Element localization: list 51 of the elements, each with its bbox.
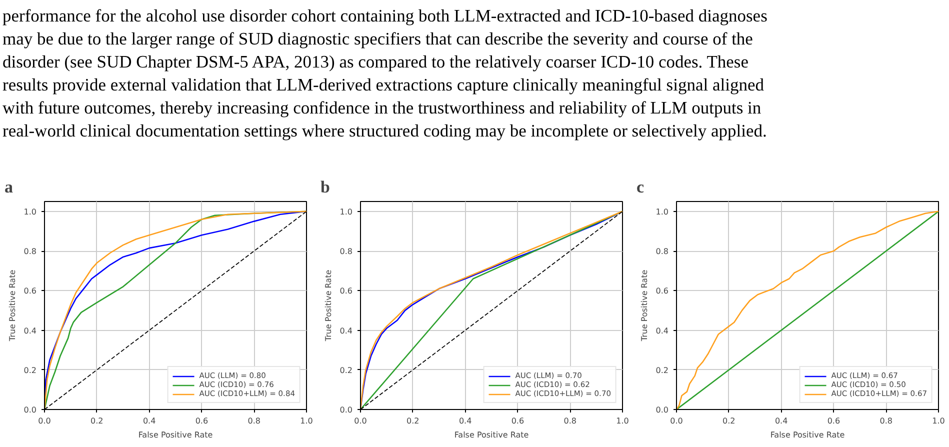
x-axis-title: False Positive Rate [138,430,213,440]
chart-title: b [320,178,330,196]
chart-title: a [4,178,14,196]
y-tick-label: 1.0 [656,207,669,216]
x-tick-label: 0.8 [248,416,260,426]
y-axis-title: True Positive Rate [640,270,649,342]
x-axis-title: False Positive Rate [454,430,529,440]
x-tick-label: 0.0 [670,416,683,426]
text: real-world clinical documentation settings where structured coding may be incomplete or selectively applied. [2,120,767,140]
x-tick-label: 0.6 [827,416,840,426]
x-tick-label: 0.8 [880,416,892,426]
y-tick-label: 0.6 [656,286,669,296]
x-axis-title: False Positive Rate [770,430,845,440]
y-tick-label: 1.0 [24,207,37,216]
y-tick-label: 0.0 [340,406,353,414]
y-tick-label: 0.4 [24,326,37,336]
y-tick-label: 0.8 [656,247,669,256]
x-tick-label: 0.6 [195,416,208,426]
x-tick-label: 0.2 [90,416,104,426]
y-tick-label: 0.8 [340,247,353,256]
text: performance for the alcohol use disorder cohort containing both LLM-extracted and ICD-10-based diagnoses [2,6,768,26]
x-tick-label: 0.2 [406,416,420,426]
y-axis-title: True Positive Rate [324,270,333,342]
x-tick-label: 1.0 [300,416,313,426]
y-tick-label: 0.2 [340,366,353,375]
text: results provide external validation that LLM-derived extractions capture clinically meaningful signal aligned [2,74,764,94]
x-tick-label: 0.4 [458,416,472,426]
text: may be due to the larger range of SUD diagnostic specifiers that can describe the severity and course of the [2,28,754,48]
y-tick-label: 0.6 [24,286,37,296]
chart-title: c [636,178,644,196]
text: disorder (see SUD Chapter DSM-5 APA, 2013) as compared to the relatively coarser ICD-10 codes. These [2,52,749,72]
x-tick-label: 1.0 [616,416,629,426]
y-tick-label: 0.2 [656,366,669,375]
x-tick-label: 0.0 [38,416,51,426]
x-tick-label: 1.0 [932,416,945,426]
x-tick-label: 0.4 [142,416,156,426]
y-tick-label: 0.0 [24,406,37,414]
y-tick-label: 0.8 [24,247,37,256]
text: with future outcomes, thereby increasing confidence in the trustworthiness and reliability of LLM outputs in [2,98,762,118]
x-tick-label: 0.0 [354,416,367,426]
y-tick-label: 1.0 [340,207,353,216]
y-axis-title: True Positive Rate [8,270,17,342]
x-tick-label: 0.8 [564,416,576,426]
y-tick-label: 0.6 [340,286,353,296]
y-tick-label: 0.0 [656,406,669,414]
y-tick-label: 0.4 [656,326,669,336]
x-tick-label: 0.2 [722,416,736,426]
x-tick-label: 0.6 [511,416,524,426]
x-tick-label: 0.4 [774,416,788,426]
y-tick-label: 0.2 [24,366,37,375]
y-tick-label: 0.4 [340,326,353,336]
